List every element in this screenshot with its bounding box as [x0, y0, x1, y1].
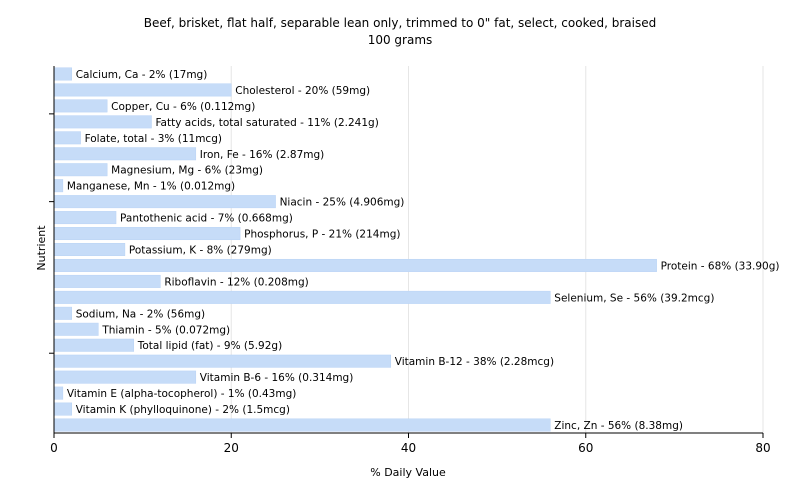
bar-10 [53, 227, 241, 241]
chart-title: Beef, brisket, flat half, separable lean… [144, 16, 656, 30]
bar-label-2: Copper, Cu - 6% (0.112mg) [111, 101, 255, 113]
bar-18 [53, 354, 392, 368]
bar-label-21: Vitamin K (phylloquinone) - 2% (1.5mcg) [76, 404, 290, 416]
bar-3 [53, 115, 152, 129]
x-tick-label-20: 20 [224, 441, 239, 455]
bar-label-4: Folate, total - 3% (11mcg) [85, 133, 222, 145]
bar-2 [53, 99, 108, 113]
bar-label-22: Zinc, Zn - 56% (8.38mg) [554, 420, 683, 432]
bar-9 [53, 211, 117, 225]
bar-1 [53, 83, 232, 97]
bar-16 [53, 322, 99, 336]
bar-17 [53, 338, 135, 352]
bar-4 [53, 131, 81, 145]
axes: 0 20 40 60 80 [49, 66, 771, 455]
bar-label-10: Phosphorus, P - 21% (214mg) [244, 229, 400, 241]
bars [53, 67, 657, 432]
bar-22 [53, 418, 551, 432]
bar-5 [53, 147, 197, 161]
bar-12 [53, 258, 657, 272]
bar-13 [53, 274, 161, 288]
bar-label-18: Vitamin B-12 - 38% (2.28mcg) [395, 356, 554, 368]
x-tick-label-40: 40 [401, 441, 416, 455]
bar-label-11: Potassium, K - 8% (279mg) [129, 245, 272, 257]
bar-20 [53, 386, 64, 400]
bar-7 [53, 179, 64, 193]
bar-label-5: Iron, Fe - 16% (2.87mg) [200, 149, 324, 161]
bar-8 [53, 195, 276, 209]
grid-lines [230, 66, 764, 433]
x-tick-label-80: 80 [755, 441, 770, 455]
bar-11 [53, 243, 126, 256]
x-tick-label-60: 60 [578, 441, 593, 455]
bar-label-13: Riboflavin - 12% (0.208mg) [164, 276, 308, 288]
bar-0 [53, 67, 72, 81]
bar-6 [53, 163, 108, 177]
bar-label-6: Magnesium, Mg - 6% (23mg) [111, 165, 263, 177]
bar-label-19: Vitamin B-6 - 16% (0.314mg) [200, 372, 354, 384]
bar-label-15: Sodium, Na - 2% (56mg) [76, 308, 205, 320]
x-tick-label-0: 0 [50, 441, 58, 455]
bar-label-7: Manganese, Mn - 1% (0.012mg) [67, 181, 235, 193]
bar-label-12: Protein - 68% (33.90g) [661, 260, 780, 272]
chart-subtitle: 100 grams [368, 33, 433, 47]
bar-label-16: Thiamin - 5% (0.072mg) [101, 324, 230, 336]
y-axis-label: Nutrient [35, 225, 48, 271]
bar-21 [53, 402, 72, 416]
bar-14 [53, 290, 551, 304]
bar-label-14: Selenium, Se - 56% (39.2mcg) [554, 292, 714, 304]
bar-label-0: Calcium, Ca - 2% (17mg) [76, 69, 208, 81]
bar-label-8: Niacin - 25% (4.906mg) [280, 197, 405, 209]
bar-label-17: Total lipid (fat) - 9% (5.92g) [137, 340, 282, 352]
bar-label-1: Cholesterol - 20% (59mg) [235, 85, 370, 97]
bar-label-9: Pantothenic acid - 7% (0.668mg) [120, 213, 293, 225]
x-axis-label: % Daily Value [370, 466, 446, 479]
bar-label-20: Vitamin E (alpha-tocopherol) - 1% (0.43m… [67, 388, 296, 400]
bar-label-3: Fatty acids, total saturated - 11% (2.24… [155, 117, 378, 129]
bar-labels: Calcium, Ca - 2% (17mg) Cholesterol - 20%… [67, 69, 780, 432]
bar-19 [53, 370, 197, 384]
bar-15 [53, 306, 72, 320]
